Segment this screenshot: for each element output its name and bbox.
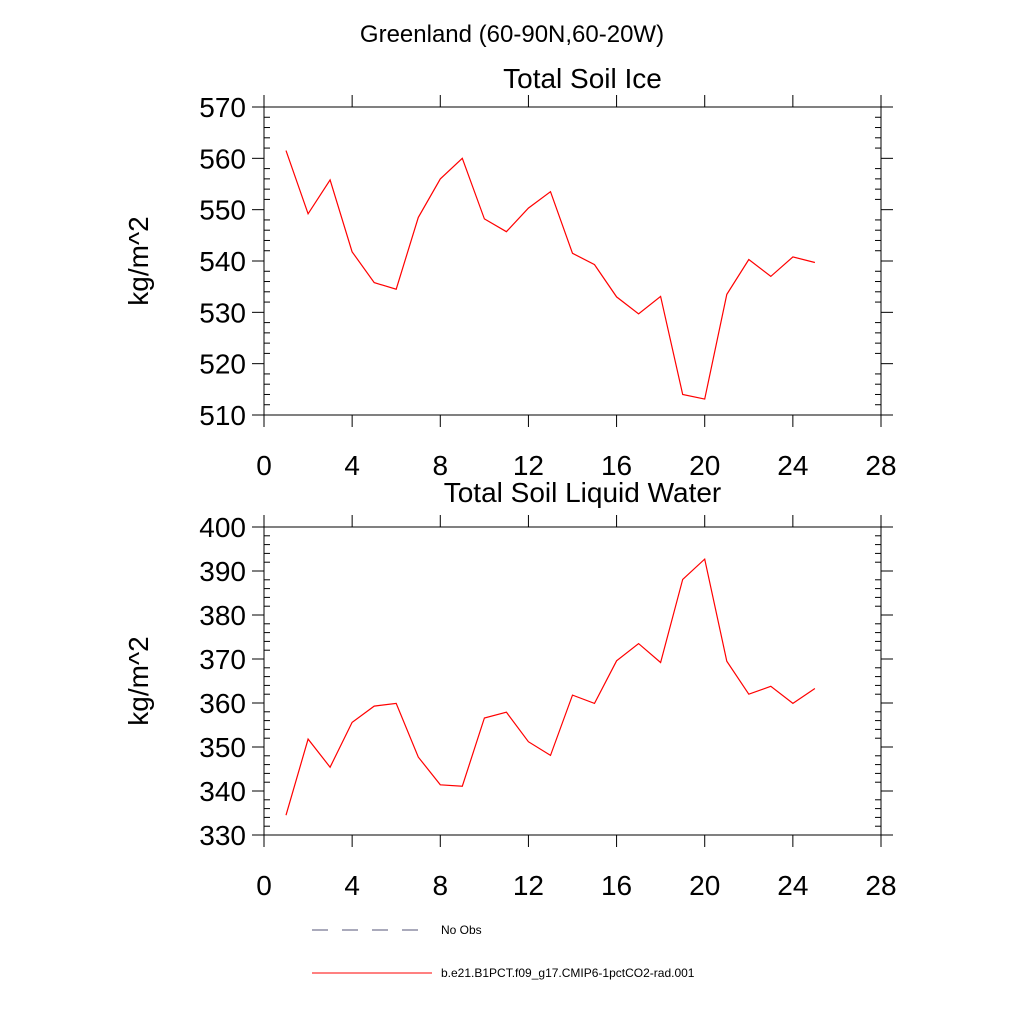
x-tick-label: 24 xyxy=(777,450,808,481)
y-tick-label: 560 xyxy=(199,143,246,174)
x-tick-label: 4 xyxy=(344,450,360,481)
y-tick-label: 570 xyxy=(199,92,246,123)
x-tick-label: 8 xyxy=(432,870,448,901)
plot-frame xyxy=(263,526,882,836)
x-tick-label: 0 xyxy=(256,870,272,901)
y-tick-label: 390 xyxy=(199,556,246,587)
chart-title: Total Soil Ice xyxy=(503,63,662,94)
y-tick-label: 330 xyxy=(199,820,246,851)
legend-label-no-obs: No Obs xyxy=(441,923,482,937)
y-axis-label: kg/m^2 xyxy=(123,636,154,725)
y-tick-label: 340 xyxy=(199,776,246,807)
y-tick-label: 380 xyxy=(199,600,246,631)
x-tick-label: 28 xyxy=(865,450,896,481)
x-tick-label: 20 xyxy=(689,450,720,481)
x-tick-label: 12 xyxy=(513,450,544,481)
legend-label-model: b.e21.B1PCT.f09_g17.CMIP6-1pctCO2-rad.00… xyxy=(441,966,695,980)
x-tick-label: 4 xyxy=(344,870,360,901)
x-tick-label: 16 xyxy=(601,870,632,901)
y-tick-label: 530 xyxy=(199,297,246,328)
y-tick-label: 360 xyxy=(199,688,246,719)
x-tick-label: 8 xyxy=(432,450,448,481)
y-tick-label: 350 xyxy=(199,732,246,763)
y-axis-label: kg/m^2 xyxy=(123,216,154,305)
panel-total-soil-ice: Total Soil Ice kg/m^2 0 4 8 12 16 20 24 28 510 520 5… xyxy=(123,63,897,481)
chart-title: Total Soil Liquid Water xyxy=(444,477,722,508)
x-tick-label: 20 xyxy=(689,870,720,901)
y-tick-label: 510 xyxy=(199,400,246,431)
series-line xyxy=(285,150,816,400)
series-line xyxy=(285,557,816,816)
y-tick-label: 400 xyxy=(199,512,246,543)
x-tick-label: 0 xyxy=(256,450,272,481)
x-tick-label: 12 xyxy=(513,870,544,901)
y-tick-label: 520 xyxy=(199,349,246,380)
y-tick-label: 540 xyxy=(199,246,246,277)
x-tick-label: 28 xyxy=(865,870,896,901)
y-tick-label: 370 xyxy=(199,644,246,675)
x-tick-label: 24 xyxy=(777,870,808,901)
main-title: Greenland (60-90N,60-20W) xyxy=(360,21,664,48)
x-tick-label: 16 xyxy=(601,450,632,481)
panel-total-soil-liquid-water: Total Soil Liquid Water kg/m^2 0 4 8 12 16 20 24… xyxy=(123,477,897,901)
y-tick-label: 550 xyxy=(199,195,246,226)
legend: No Obs b.e21.B1PCT.f09_g17.CMIP6-1pctCO2… xyxy=(312,923,695,980)
